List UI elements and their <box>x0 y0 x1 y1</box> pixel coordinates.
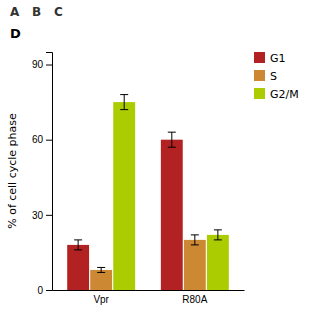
legend-swatch <box>254 88 265 99</box>
bar-series <box>113 95 229 290</box>
error-bar <box>191 235 199 245</box>
x-tick-label: R80A <box>182 294 207 305</box>
bar <box>67 245 89 290</box>
x-axis: Vpr R80A <box>53 291 245 306</box>
legend-swatch <box>254 52 265 63</box>
chart-root: ABC D 0 30 60 90 Vpr R80A % of cell cycle phase G… <box>0 0 320 320</box>
annotation: A <box>10 5 20 19</box>
annotations: ABC <box>10 5 63 19</box>
y-tick: 0 <box>37 285 52 296</box>
y-tick-label: 0 <box>37 285 43 296</box>
y-axis: 0 30 60 90 <box>32 53 53 296</box>
y-tick-mark <box>46 140 52 141</box>
y-tick-label: 30 <box>32 210 44 221</box>
y-tick: 30 <box>32 210 52 221</box>
error-bar <box>97 267 105 272</box>
bar <box>113 102 135 290</box>
legend-swatch <box>254 70 265 81</box>
legend-label: G2/M <box>270 88 299 101</box>
annotation: B <box>32 5 41 19</box>
x-axis-line <box>53 290 245 291</box>
y-tick-mark <box>46 290 52 291</box>
legend: G1 S G2/M <box>254 52 299 101</box>
y-tick-mark <box>46 215 52 216</box>
y-tick-label: 90 <box>32 59 44 70</box>
y-tick-mark <box>46 65 52 66</box>
x-tick: Vpr <box>93 294 109 305</box>
y-tick: 60 <box>32 134 52 145</box>
bar <box>184 240 206 290</box>
bar <box>161 140 183 290</box>
error-bar <box>74 240 82 250</box>
marks <box>67 95 229 290</box>
bar <box>90 270 112 290</box>
x-tick-label: Vpr <box>93 294 109 305</box>
y-tick-label: 60 <box>32 134 44 145</box>
bar-series <box>90 235 206 290</box>
legend-item: G1 <box>254 52 286 65</box>
bar <box>207 235 229 290</box>
legend-item: S <box>254 70 277 83</box>
legend-label: S <box>270 70 277 83</box>
legend-item: G2/M <box>254 88 299 101</box>
chart-title: D <box>10 26 21 41</box>
error-bar <box>214 230 222 240</box>
plot-area: 0 30 60 90 Vpr R80A % of cell cycle phase <box>6 53 245 306</box>
error-bar <box>168 132 176 147</box>
legend-label: G1 <box>270 52 286 65</box>
error-bar <box>120 95 128 110</box>
y-axis-title: % of cell cycle phase <box>6 113 19 229</box>
x-tick: R80A <box>182 294 207 305</box>
y-tick: 90 <box>32 59 52 70</box>
y-axis-line <box>46 53 53 291</box>
annotation: C <box>54 5 63 19</box>
